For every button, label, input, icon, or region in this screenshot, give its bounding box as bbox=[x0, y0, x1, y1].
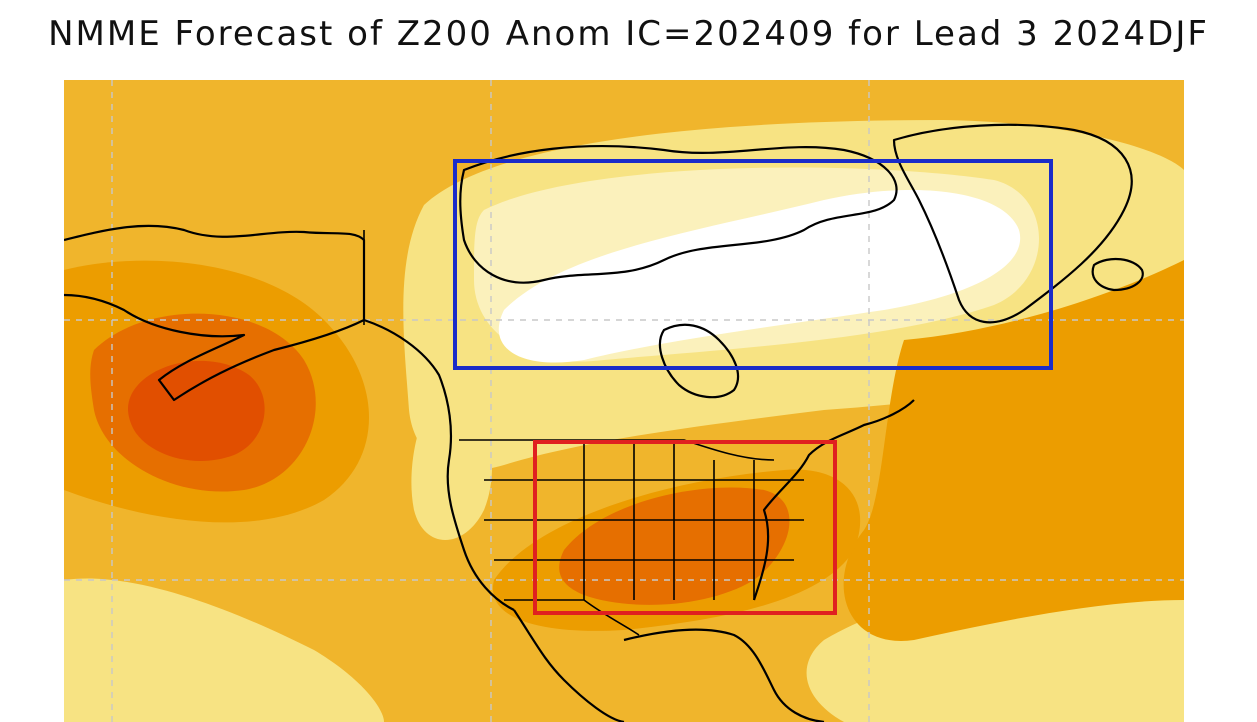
border-us-mexico bbox=[504, 599, 640, 636]
anomaly-map bbox=[64, 80, 1184, 722]
coastline-alaska bbox=[64, 224, 366, 402]
coastline-greenland bbox=[892, 123, 1133, 324]
coastline-west-us-mexico bbox=[513, 609, 625, 722]
anomaly-contour-east-orange bbox=[843, 260, 1184, 641]
map-title: NMME Forecast of Z200 Anom IC=202409 for… bbox=[48, 14, 1209, 54]
anomaly-contour-west-coast-light bbox=[411, 380, 493, 540]
coastline-canadian-arctic bbox=[459, 144, 898, 284]
coastline-pacific-northwest bbox=[363, 318, 515, 611]
united-states-box bbox=[533, 440, 837, 615]
coastline-east-us bbox=[752, 399, 915, 601]
map-panel bbox=[64, 80, 1184, 722]
coastline-gulf-coast bbox=[623, 628, 825, 722]
canada-arctic-box bbox=[453, 159, 1053, 370]
anomaly-contour-left-light bbox=[64, 578, 384, 722]
coastline-iceland bbox=[1091, 257, 1144, 292]
